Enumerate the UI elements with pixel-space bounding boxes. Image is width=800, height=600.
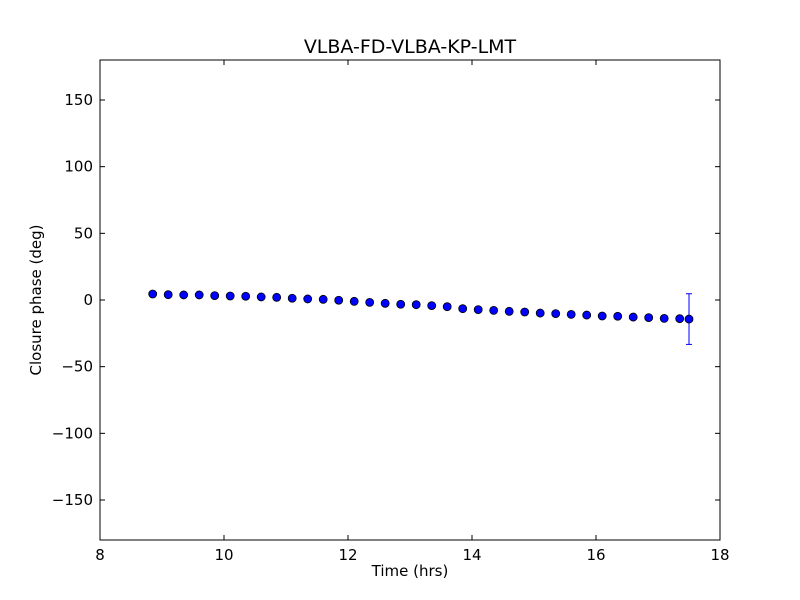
data-point <box>272 292 282 302</box>
data-point <box>504 306 514 316</box>
x-axis-label: Time (hrs) <box>371 562 449 580</box>
data-point <box>442 302 452 312</box>
x-tick-label: 10 <box>214 546 233 564</box>
y-tick-label: 150 <box>64 91 93 109</box>
plot-area <box>99 59 721 541</box>
data-point <box>303 294 313 304</box>
x-tick-label: 16 <box>586 546 605 564</box>
data-point <box>396 299 406 309</box>
data-point <box>287 293 297 303</box>
data-point <box>644 313 654 323</box>
data-point <box>520 307 530 317</box>
x-axis: 8 10 12 14 16 18 <box>95 60 730 564</box>
y-tick-label: 0 <box>83 291 93 309</box>
y-tick-label: 100 <box>64 158 93 176</box>
data-point <box>163 290 173 300</box>
data-point <box>458 304 468 314</box>
data-point <box>489 305 499 315</box>
data-point <box>148 289 158 299</box>
data-point <box>597 311 607 321</box>
chart-title: VLBA-FD-VLBA-KP-LMT <box>304 36 517 58</box>
data-point <box>318 294 328 304</box>
data-point <box>628 312 638 322</box>
axes-frame <box>99 59 721 541</box>
data-point <box>365 297 375 307</box>
data-point <box>210 291 220 301</box>
data-point <box>684 314 694 324</box>
data-point <box>566 309 576 319</box>
y-axis: −150 −100 −50 0 50 100 150 <box>52 91 720 509</box>
x-tick-label: 18 <box>710 546 729 564</box>
y-tick-label: 50 <box>74 224 93 242</box>
data-point <box>473 305 483 315</box>
data-point <box>349 296 359 306</box>
y-tick-label: −100 <box>52 424 93 442</box>
x-tick-label: 14 <box>462 546 481 564</box>
data-marks <box>148 289 694 345</box>
data-point <box>659 313 669 323</box>
data-point <box>535 308 545 318</box>
data-point <box>427 301 437 311</box>
data-point <box>380 298 390 308</box>
data-point <box>225 291 235 301</box>
data-point <box>179 290 189 300</box>
y-tick-label: −150 <box>52 491 93 509</box>
data-point <box>334 295 344 305</box>
y-axis-label: Closure phase (deg) <box>27 225 45 376</box>
data-point <box>256 292 266 302</box>
data-point <box>613 311 623 321</box>
data-point <box>551 309 561 319</box>
data-point <box>582 310 592 320</box>
data-point <box>411 300 421 310</box>
x-tick-label: 8 <box>95 546 105 564</box>
x-tick-label: 12 <box>338 546 357 564</box>
data-point <box>194 290 204 300</box>
y-tick-label: −50 <box>61 358 93 376</box>
data-point <box>675 314 685 324</box>
data-point <box>241 291 251 301</box>
